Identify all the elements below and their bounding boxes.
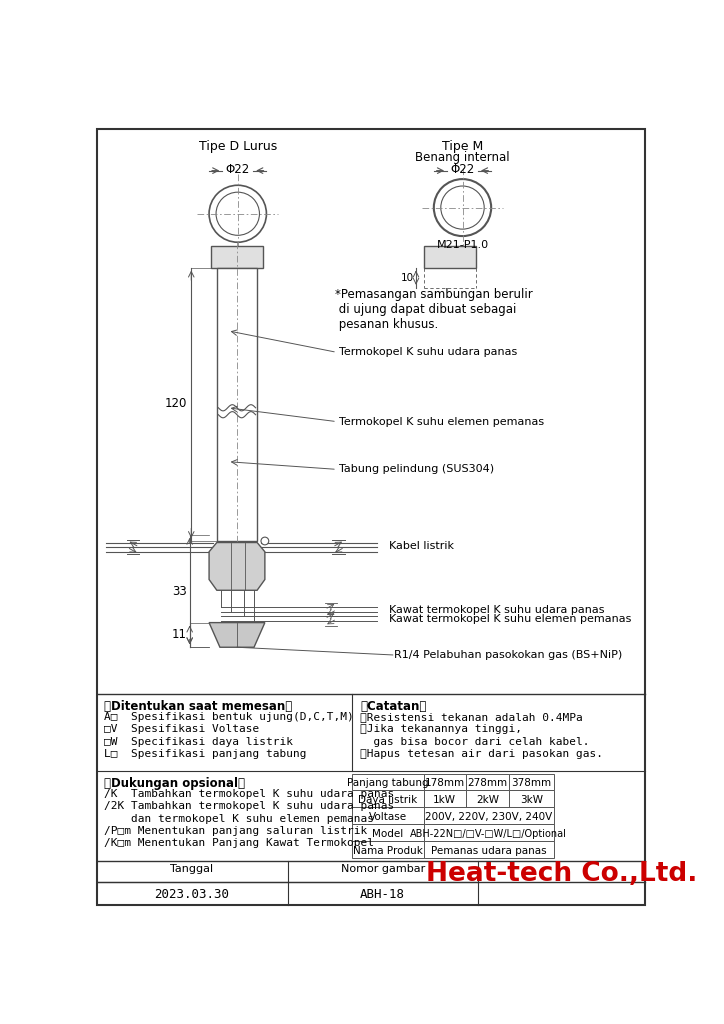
Text: Tipe D Lurus: Tipe D Lurus (198, 140, 277, 153)
Bar (424, 246, 476, 267)
Text: Φ22: Φ22 (226, 163, 250, 176)
Text: ABH-18: ABH-18 (360, 888, 405, 901)
Polygon shape (209, 623, 265, 647)
Text: 178mm: 178mm (424, 778, 465, 787)
Text: gas bisa bocor dari celah kabel.: gas bisa bocor dari celah kabel. (361, 736, 590, 746)
Circle shape (216, 193, 259, 236)
Text: R1/4 Pelabuhan pasokokan gas (BS+NiP): R1/4 Pelabuhan pasokokan gas (BS+NiP) (395, 650, 623, 659)
Text: Tanggal: Tanggal (169, 864, 213, 874)
Text: Kawat termokopel K suhu udara panas: Kawat termokopel K suhu udara panas (389, 604, 605, 614)
Text: Φ22: Φ22 (450, 163, 475, 176)
Text: Heat-tech Co.,Ltd.: Heat-tech Co.,Ltd. (426, 861, 697, 888)
Bar (424, 842, 554, 858)
Text: Tabung pelindung (SUS304): Tabung pelindung (SUS304) (340, 464, 494, 474)
Text: 」Dukungan opsional『: 」Dukungan opsional『 (104, 776, 245, 790)
Polygon shape (209, 543, 265, 590)
Bar (424, 773, 466, 791)
Bar (353, 807, 424, 824)
Text: Model: Model (372, 828, 404, 839)
Text: Panjang tabung: Panjang tabung (348, 778, 429, 787)
Text: /K□m Menentukan Panjang Kawat Termokopel: /K□m Menentukan Panjang Kawat Termokopel (104, 839, 374, 848)
Text: M21-P1.0: M21-P1.0 (437, 240, 489, 250)
Bar (353, 824, 424, 842)
Text: 378mm: 378mm (511, 778, 552, 787)
Circle shape (434, 179, 491, 237)
Bar (424, 824, 554, 842)
Bar (509, 791, 554, 807)
Text: □V  Spesifikasi Voltase: □V Spesifikasi Voltase (104, 724, 260, 734)
Text: 200V, 220V, 230V, 240V: 200V, 220V, 230V, 240V (425, 812, 552, 821)
Text: Nomor gambar: Nomor gambar (340, 864, 425, 874)
Text: 2023.03.30: 2023.03.30 (153, 888, 229, 901)
Text: ①Resistensi tekanan adalah 0.4MPa: ①Resistensi tekanan adalah 0.4MPa (361, 712, 583, 722)
Bar (424, 791, 466, 807)
Text: Benang internal: Benang internal (415, 151, 510, 164)
Bar (424, 807, 554, 824)
Text: Termokopel K suhu udara panas: Termokopel K suhu udara panas (340, 347, 518, 357)
Text: *Pemasangan sambungan berulir
 di ujung dapat dibuat sebagai
 pesanan khusus.: *Pemasangan sambungan berulir di ujung d… (334, 289, 532, 332)
Text: Nama Produk: Nama Produk (353, 846, 423, 855)
Text: /2K Tambahkan termokopel K suhu udara panas: /2K Tambahkan termokopel K suhu udara pa… (104, 801, 395, 811)
Circle shape (209, 185, 266, 243)
Bar (216, 267, 257, 541)
Text: dan termokopel K suhu elemen pemanas: dan termokopel K suhu elemen pemanas (104, 814, 374, 823)
Bar (353, 773, 424, 791)
Text: 120: 120 (165, 397, 188, 411)
Circle shape (441, 186, 484, 229)
Text: Voltase: Voltase (369, 812, 407, 821)
Text: ②Jika tekanannya tinggi,: ②Jika tekanannya tinggi, (361, 724, 522, 734)
Text: 11: 11 (172, 629, 187, 641)
Text: A□  Spesifikasi bentuk ujung(D,C,T,M): A□ Spesifikasi bentuk ujung(D,C,T,M) (104, 712, 354, 722)
Text: 1kW: 1kW (433, 795, 456, 805)
Bar (353, 791, 424, 807)
Text: Kabel listrik: Kabel listrik (389, 541, 454, 551)
Circle shape (261, 538, 269, 545)
Text: L□  Spesifikasi panjang tabung: L□ Spesifikasi panjang tabung (104, 749, 307, 759)
Text: Tipe M: Tipe M (442, 140, 483, 153)
Text: □W  Specifikasi daya listrik: □W Specifikasi daya listrik (104, 736, 293, 746)
Text: 3kW: 3kW (520, 795, 543, 805)
Text: 278mm: 278mm (467, 778, 508, 787)
Bar (211, 246, 264, 267)
Bar (509, 773, 554, 791)
Text: 2kW: 2kW (476, 795, 499, 805)
Text: Pemanas udara panas: Pemanas udara panas (431, 846, 547, 855)
Text: 10: 10 (400, 272, 413, 283)
Text: ABH-22N□/□V-□W/L□/Optional: ABH-22N□/□V-□W/L□/Optional (411, 828, 568, 839)
Text: 」Ditentukan saat memesan『: 」Ditentukan saat memesan『 (104, 699, 292, 713)
Bar (466, 791, 509, 807)
Text: 「Catatan」: 「Catatan」 (361, 699, 426, 713)
Text: /K  Tambahkan termokopel K suhu udara panas: /K Tambahkan termokopel K suhu udara pan… (104, 788, 395, 799)
Text: ③Hapus tetesan air dari pasokan gas.: ③Hapus tetesan air dari pasokan gas. (361, 749, 603, 759)
Bar (466, 773, 509, 791)
Text: Daya listrik: Daya listrik (358, 795, 418, 805)
Bar (353, 842, 424, 858)
Text: /P□m Menentukan panjang saluran listrik: /P□m Menentukan panjang saluran listrik (104, 826, 368, 836)
Text: 33: 33 (172, 585, 187, 598)
Text: Kawat termokopel K suhu elemen pemanas: Kawat termokopel K suhu elemen pemanas (389, 613, 631, 624)
Text: Termokopel K suhu elemen pemanas: Termokopel K suhu elemen pemanas (340, 417, 544, 427)
